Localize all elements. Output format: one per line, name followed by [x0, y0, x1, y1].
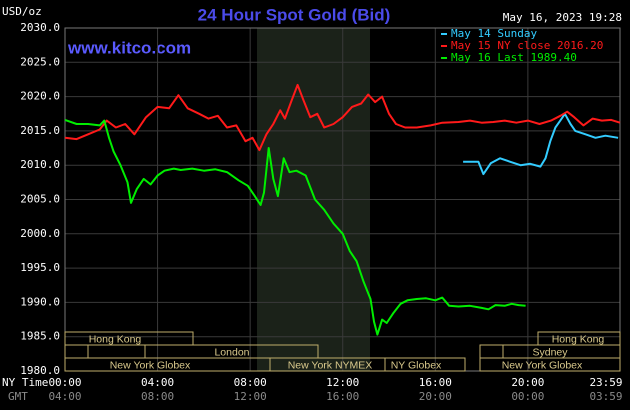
- x-tick-label: 12:00: [326, 376, 359, 389]
- y-tick-label: 1995.0: [20, 261, 60, 274]
- session-label: Sydney: [532, 346, 568, 358]
- y-tick-label: 2000.0: [20, 227, 60, 240]
- session-box: [64, 331, 194, 346]
- x-tick-label: 23:59: [589, 376, 622, 389]
- x-axis-label: NY Time: [2, 376, 48, 389]
- session-label: Hong Kong: [89, 333, 142, 345]
- y-tick-label: 1990.0: [20, 295, 60, 308]
- chart-title: 24 Hour Spot Gold (Bid): [198, 5, 391, 24]
- session-label: London: [214, 346, 249, 358]
- watermark: www.kitco.com: [67, 38, 191, 57]
- y-tick-label: 1985.0: [20, 330, 60, 343]
- legend-label: May 15 NY close 2016.20: [451, 39, 603, 52]
- x2-tick-label: 20:00: [419, 390, 452, 403]
- price-line: [64, 118, 526, 336]
- y-tick-label: 1980.0: [20, 364, 60, 377]
- x2-tick-label: 00:00: [511, 390, 544, 403]
- x-tick-label: 08:00: [234, 376, 267, 389]
- price-line: [64, 83, 621, 152]
- x-tick-label: 20:00: [511, 376, 544, 389]
- x2-axis-label: GMT: [8, 390, 28, 403]
- session-label: New York Globex: [110, 359, 191, 371]
- legend-label: May 16 Last 1989.40: [451, 51, 577, 64]
- x-tick-label: 16:00: [419, 376, 452, 389]
- x-tick-label: 04:00: [141, 376, 174, 389]
- x2-tick-label: 04:00: [48, 390, 81, 403]
- x2-tick-label: 12:00: [234, 390, 267, 403]
- x2-tick-label: 16:00: [326, 390, 359, 403]
- x2-tick-label: 03:59: [589, 390, 622, 403]
- y-tick-label: 2005.0: [20, 193, 60, 206]
- session-label: New York NYMEX: [288, 359, 373, 371]
- session-box: [479, 357, 621, 372]
- legend-label: May 14 Sunday: [451, 27, 537, 40]
- session-label: New York Globex: [502, 359, 583, 371]
- x2-tick-label: 08:00: [141, 390, 174, 403]
- session-box: [384, 357, 466, 372]
- timestamp: May 16, 2023 19:28: [503, 11, 622, 24]
- price-line: [463, 112, 619, 176]
- y-tick-label: 2025.0: [20, 55, 60, 68]
- session-label: NY Globex: [391, 359, 442, 371]
- y-tick-label: 2020.0: [20, 90, 60, 103]
- y-tick-label: 2030.0: [20, 21, 60, 34]
- session-label: Hong Kong: [552, 333, 605, 345]
- x-tick-label: 00:00: [48, 376, 81, 389]
- y-tick-label: 2015.0: [20, 124, 60, 137]
- y-axis-unit: USD/oz: [2, 5, 42, 18]
- y-tick-label: 2010.0: [20, 158, 60, 171]
